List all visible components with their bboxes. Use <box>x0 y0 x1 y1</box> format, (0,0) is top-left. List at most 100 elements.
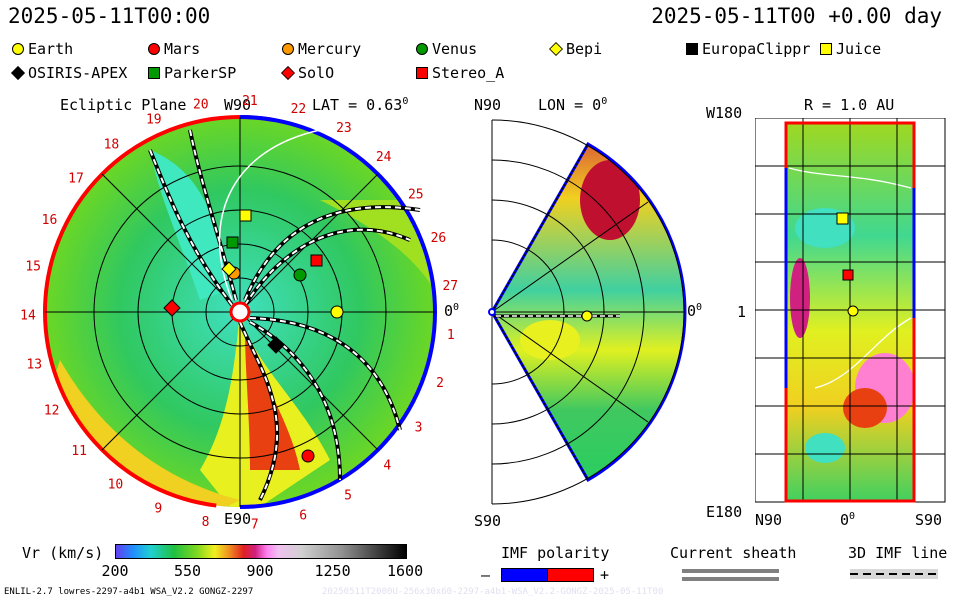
ecliptic-title: Ecliptic Plane <box>60 96 187 114</box>
carrington-label: 10 <box>108 478 124 493</box>
legend-item-juice: Juice <box>820 40 881 58</box>
imf3d-title: 3D IMF line <box>848 544 948 562</box>
carrington-label: 25 <box>408 188 424 203</box>
meridional-bottom-label: S90 <box>474 512 502 530</box>
legend-label: OSIRIS-APEX <box>28 64 128 82</box>
legend-item-parkersp: ParkerSP <box>148 64 236 82</box>
carrington-label: 18 <box>104 137 120 152</box>
legend-item-bepi: Bepi <box>549 40 603 58</box>
legend-item-mercury: Mercury <box>282 40 361 58</box>
legend-label: SolO <box>298 64 335 82</box>
colorbar-tick: 1250 <box>314 562 351 580</box>
imf3d-line <box>850 573 938 575</box>
carrington-label: 1 <box>447 328 455 343</box>
juice-marker <box>239 209 252 222</box>
legend-symbol <box>148 67 160 79</box>
bepi-marker <box>221 261 237 277</box>
carrington-label: 20 <box>193 98 209 113</box>
meridional-plot <box>488 119 687 505</box>
ecliptic-right-label: 00 <box>444 302 460 320</box>
legend-label: Stereo_A <box>432 64 505 82</box>
meridional-right-label: 00 <box>687 302 703 320</box>
latlon-title: R = 1.0 AU <box>804 96 895 114</box>
sheath-line-2 <box>682 577 779 581</box>
latlon-top-left: W180 <box>706 104 743 122</box>
legend-item-osiris-apex: OSIRIS-APEX <box>11 64 128 82</box>
colorbar-tick: 900 <box>246 562 274 580</box>
carrington-label: 19 <box>146 112 162 127</box>
carrington-label: 6 <box>299 508 307 523</box>
footer-right: 20250511T2000U-256x30x60-2297-a4b1-WSA_V… <box>322 587 664 597</box>
meridional-earth-marker <box>581 310 593 322</box>
carrington-label: 12 <box>44 403 60 418</box>
legend-item-earth: Earth <box>12 40 73 58</box>
latlon-bottom-s: S90 <box>915 511 943 529</box>
carrington-label: 9 <box>154 502 162 517</box>
imf-plus: + <box>600 566 610 584</box>
latlon-juice-marker <box>836 212 849 225</box>
legend-label: Juice <box>836 40 882 58</box>
legend-item-mars: Mars <box>148 40 200 58</box>
latlon-bottom-mid: 00 <box>840 511 856 529</box>
legend-symbol <box>148 43 160 55</box>
mars-marker <box>301 449 315 463</box>
latlon-bottom-left: E180 <box>706 503 743 521</box>
legend-label: EuropaClippr <box>702 40 811 58</box>
carrington-label: 8 <box>202 515 210 530</box>
imf-minus: – <box>481 566 491 584</box>
carrington-label: 17 <box>68 172 84 187</box>
carrington-label: 23 <box>336 121 352 136</box>
legend-symbol <box>416 43 428 55</box>
carrington-label: 13 <box>26 357 42 372</box>
colorbar <box>115 544 407 559</box>
legend-label: Mercury <box>298 40 362 58</box>
carrington-label: 22 <box>291 102 307 117</box>
imf-polarity-title: IMF polarity <box>501 544 610 562</box>
legend-label: ParkerSP <box>164 64 237 82</box>
colorbar-tick: 1600 <box>387 562 424 580</box>
carrington-label: 4 <box>383 459 391 474</box>
earth-marker <box>330 305 344 319</box>
latlon-stereo-a-marker <box>842 269 854 281</box>
sheath-line-1 <box>682 569 779 573</box>
imf-positive-swatch <box>547 568 594 582</box>
latlon-earth-marker <box>847 305 859 317</box>
legend-symbol <box>416 67 428 79</box>
carrington-label: 2 <box>436 376 444 391</box>
carrington-label: 5 <box>344 488 352 503</box>
carrington-label: 21 <box>242 94 258 109</box>
legend-label: Venus <box>432 40 478 58</box>
legend-label: Earth <box>28 40 74 58</box>
legend-item-stereo-a: Stereo_A <box>416 64 504 82</box>
solo-marker <box>163 299 181 317</box>
legend-symbol <box>282 43 294 55</box>
osiris-apex-marker <box>267 336 285 354</box>
carrington-label: 24 <box>376 150 392 165</box>
meridional-title-left: N90 <box>474 96 502 114</box>
imf-negative-swatch <box>501 568 548 582</box>
legend-item-europaclippr: EuropaClippr <box>686 40 810 58</box>
latlon-mid-left: 1 <box>737 303 747 321</box>
legend-symbol <box>549 42 563 56</box>
carrington-label: 26 <box>431 231 447 246</box>
carrington-label: 14 <box>20 309 36 324</box>
legend-label: Mars <box>164 40 201 58</box>
stereo-a-marker <box>310 254 323 267</box>
latlon-plot <box>755 118 946 503</box>
legend-symbol <box>12 43 24 55</box>
legend-label: Bepi <box>566 40 603 58</box>
carrington-label: 16 <box>42 213 58 228</box>
timestamp-right: 2025-05-11T00 +0.00 day <box>651 4 942 28</box>
venus-marker <box>293 268 307 282</box>
carrington-label: 15 <box>25 260 41 275</box>
legend-symbol <box>820 43 832 55</box>
colorbar-tick: 550 <box>174 562 202 580</box>
carrington-label: 3 <box>415 420 423 435</box>
ecliptic-lat-label: LAT = 0.630 <box>312 96 409 114</box>
legend-item-venus: Venus <box>416 40 477 58</box>
timestamp-left: 2025-05-11T00:00 <box>8 4 211 28</box>
carrington-label: 7 <box>251 518 259 533</box>
legend-symbol <box>686 43 698 55</box>
meridional-title-right: LON = 00 <box>538 96 608 114</box>
footer-left: ENLIL-2.7 lowres-2297-a4b1 WSA_V2.2 GONG… <box>4 587 254 597</box>
